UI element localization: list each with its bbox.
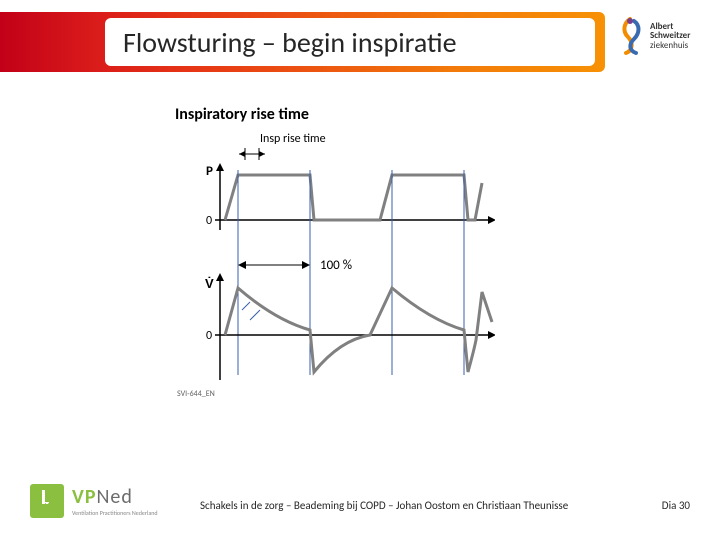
rise-time-diagram: Inspiratory rise time Insp rise time P 0… bbox=[175, 105, 535, 405]
hospital-logo-text: Albert Schweitzer ziekenhuis bbox=[650, 22, 690, 50]
slide-title: Flowsturing – begin inspiratie bbox=[123, 25, 457, 60]
vpned-sub: Ventilation Practitioners Nederland bbox=[72, 509, 158, 517]
vpned-logo-text: VPNed Ventilation Practitioners Nederlan… bbox=[72, 485, 158, 517]
flow-trace bbox=[225, 288, 492, 372]
v-axis-label: V̇ bbox=[205, 276, 214, 292]
insp-rise-label: Insp rise time bbox=[260, 132, 326, 146]
slide-number: Dia 30 bbox=[662, 499, 690, 512]
vpned-logo-icon bbox=[30, 484, 64, 518]
hundred-percent-marker: 100 % bbox=[238, 258, 352, 273]
hospital-logo-icon bbox=[614, 15, 646, 57]
p-axis-label: P bbox=[206, 164, 213, 179]
diagram-title: Inspiratory rise time bbox=[175, 105, 535, 124]
v-zero-label: 0 bbox=[206, 329, 212, 343]
pressure-trace bbox=[225, 175, 482, 220]
pressure-plot: P 0 t bbox=[206, 163, 495, 233]
flow-plot: V̇ 0 t bbox=[205, 273, 495, 380]
hundred-percent-label: 100 % bbox=[320, 258, 352, 273]
p-zero-label: 0 bbox=[206, 214, 212, 228]
hospital-sub: ziekenhuis bbox=[650, 40, 688, 51]
vpned-logo: VPNed Ventilation Practitioners Nederlan… bbox=[30, 484, 158, 518]
footer-text: Schakels in de zorg – Beademing bij COPD… bbox=[200, 499, 568, 512]
diagram-svg: Insp rise time P 0 t bbox=[175, 130, 495, 400]
diagram-ref: SVI-644_EN bbox=[177, 389, 215, 399]
title-container: Flowsturing – begin inspiratie bbox=[105, 18, 595, 66]
hospital-logo: Albert Schweitzer ziekenhuis bbox=[614, 10, 704, 62]
